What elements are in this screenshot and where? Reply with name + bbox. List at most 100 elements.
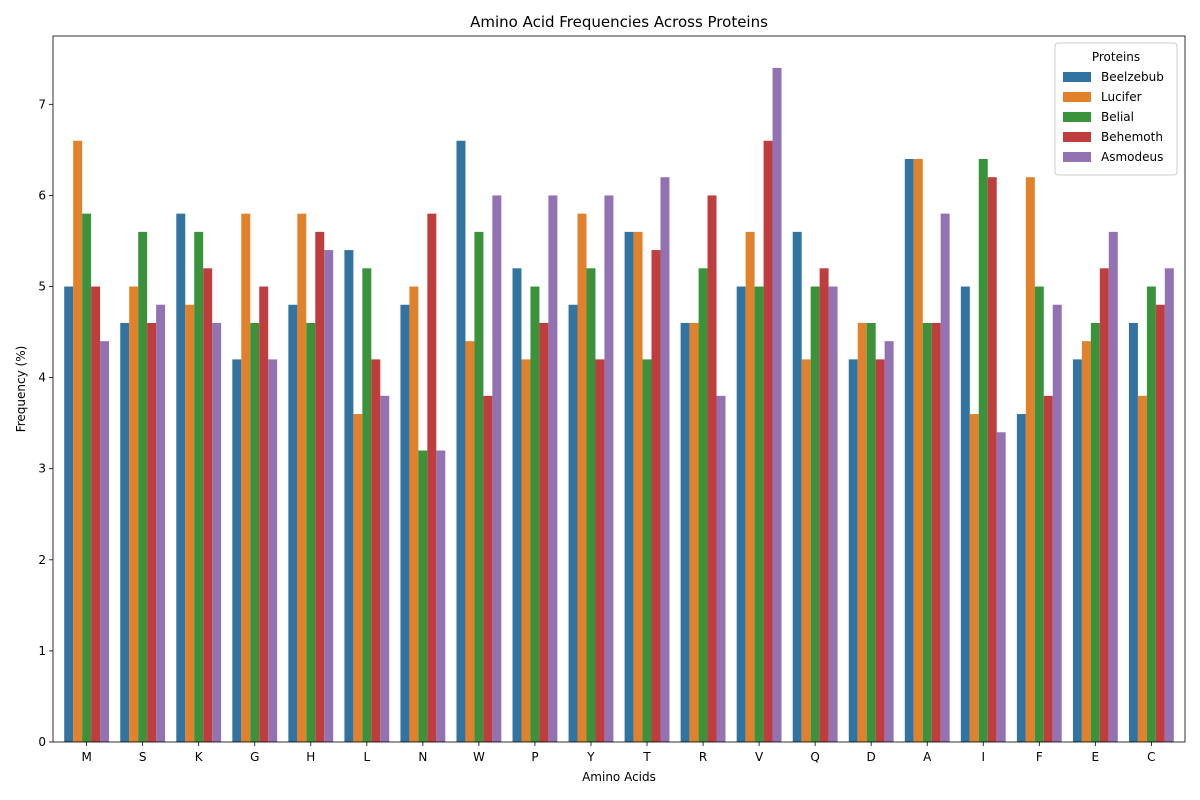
legend: Proteins Beelzebub Lucifer Belial Behemoth A… xyxy=(1054,42,1178,176)
bar-behemoth-E xyxy=(1099,268,1109,742)
bar-lucifer-T xyxy=(633,231,643,743)
bar-belial-I xyxy=(978,158,988,743)
bar-lucifer-C xyxy=(1137,395,1147,742)
bar-beelzebub-P xyxy=(512,268,522,742)
x-tick-label-P: P xyxy=(531,750,538,764)
bar-belial-D xyxy=(866,322,876,742)
y-axis-label: Frequency (%) xyxy=(14,346,28,433)
bar-behemoth-H xyxy=(315,231,325,743)
x-tick-label-L: L xyxy=(363,750,370,764)
bar-behemoth-P xyxy=(539,322,549,742)
x-tick-label-E: E xyxy=(1092,750,1100,764)
legend-swatch-asmodeus xyxy=(1063,152,1091,162)
bar-belial-K xyxy=(194,231,204,743)
bar-belial-F xyxy=(1034,286,1044,742)
bar-behemoth-Y xyxy=(595,359,605,742)
bar-beelzebub-K xyxy=(176,213,186,742)
legend-label-behemoth: Behemoth xyxy=(1101,130,1163,144)
x-axis-label: Amino Acids xyxy=(582,770,656,784)
bar-lucifer-M xyxy=(73,140,83,742)
bar-belial-Y xyxy=(586,268,596,742)
bars-layer xyxy=(64,67,1174,743)
legend-label-belial: Belial xyxy=(1101,110,1134,124)
y-tick-label: 0 xyxy=(38,735,46,749)
x-tick-label-R: R xyxy=(699,750,707,764)
bar-beelzebub-S xyxy=(120,322,130,742)
x-tick-label-G: G xyxy=(250,750,259,764)
bar-belial-Q xyxy=(810,286,820,742)
bar-behemoth-D xyxy=(875,359,885,742)
bar-beelzebub-R xyxy=(680,322,690,742)
bar-beelzebub-L xyxy=(344,250,354,742)
bar-lucifer-Y xyxy=(577,213,587,742)
bar-belial-A xyxy=(922,322,932,742)
bar-asmodeus-D xyxy=(884,341,894,742)
y-tick-label: 5 xyxy=(38,280,46,294)
bar-behemoth-W xyxy=(483,395,493,742)
bar-asmodeus-S xyxy=(156,304,166,742)
bar-behemoth-G xyxy=(259,286,269,742)
bar-lucifer-N xyxy=(409,286,419,742)
y-tick-label: 7 xyxy=(38,97,46,111)
bar-beelzebub-F xyxy=(1016,414,1026,742)
y-tick-label: 6 xyxy=(38,188,46,202)
legend-label-asmodeus: Asmodeus xyxy=(1101,150,1163,164)
bar-asmodeus-L xyxy=(380,395,390,742)
x-tick-label-N: N xyxy=(418,750,427,764)
bar-belial-N xyxy=(418,450,428,742)
bar-belial-L xyxy=(362,268,372,742)
bar-asmodeus-V xyxy=(772,67,782,742)
legend-swatch-behemoth xyxy=(1063,132,1091,142)
bar-behemoth-F xyxy=(1043,395,1053,742)
bar-behemoth-C xyxy=(1155,304,1165,742)
bar-beelzebub-A xyxy=(904,158,914,743)
bar-lucifer-W xyxy=(465,341,475,742)
bar-asmodeus-I xyxy=(996,432,1006,742)
bar-lucifer-D xyxy=(857,322,867,742)
bar-lucifer-P xyxy=(521,359,531,742)
legend-title: Proteins xyxy=(1092,50,1140,64)
bar-lucifer-G xyxy=(241,213,251,742)
bar-asmodeus-F xyxy=(1052,304,1062,742)
x-tick-label-I: I xyxy=(981,750,985,764)
x-tick-label-Y: Y xyxy=(586,750,595,764)
bar-behemoth-V xyxy=(763,140,773,742)
x-tick-label-V: V xyxy=(755,750,764,764)
x-tick-label-D: D xyxy=(867,750,876,764)
bar-asmodeus-R xyxy=(716,395,726,742)
y-tick-label: 3 xyxy=(38,462,46,476)
bar-asmodeus-E xyxy=(1108,231,1118,743)
bar-behemoth-M xyxy=(91,286,101,742)
bar-lucifer-K xyxy=(185,304,195,742)
bar-beelzebub-W xyxy=(456,140,466,742)
bar-beelzebub-V xyxy=(736,286,746,742)
legend-swatch-lucifer xyxy=(1063,92,1091,102)
x-tick-label-A: A xyxy=(923,750,932,764)
bar-asmodeus-H xyxy=(324,250,334,742)
bar-behemoth-L xyxy=(371,359,381,742)
x-tick-label-M: M xyxy=(81,750,91,764)
bar-asmodeus-Y xyxy=(604,195,614,743)
bar-lucifer-E xyxy=(1081,341,1091,742)
legend-label-beelzebub: Beelzebub xyxy=(1101,70,1164,84)
bar-asmodeus-C xyxy=(1164,268,1174,742)
bar-asmodeus-A xyxy=(940,213,950,742)
x-tick-label-K: K xyxy=(195,750,204,764)
bar-belial-T xyxy=(642,359,652,742)
x-tick-label-H: H xyxy=(306,750,315,764)
x-tick-label-T: T xyxy=(642,750,651,764)
bar-lucifer-H xyxy=(297,213,307,742)
bar-beelzebub-Q xyxy=(792,231,802,743)
bar-lucifer-I xyxy=(969,414,979,742)
bar-behemoth-A xyxy=(931,322,941,742)
y-tick-label: 1 xyxy=(38,644,46,658)
chart-title: Amino Acid Frequencies Across Proteins xyxy=(470,13,768,31)
bar-belial-R xyxy=(698,268,708,742)
bar-behemoth-N xyxy=(427,213,437,742)
bar-belial-W xyxy=(474,231,484,743)
bar-behemoth-R xyxy=(707,195,717,743)
bar-lucifer-A xyxy=(913,158,923,743)
